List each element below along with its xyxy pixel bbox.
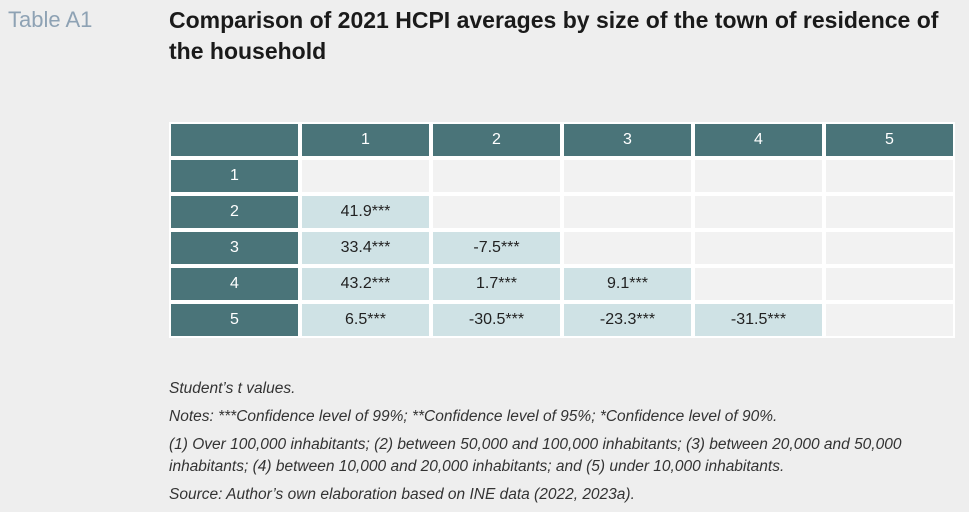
- row-header: 3: [169, 230, 300, 266]
- comparison-table: 1 2 3 4 5 1 2 41.9*** 3 33.4*** -7.5*** …: [169, 122, 955, 338]
- table-cell: [431, 194, 562, 230]
- table-cell: [693, 194, 824, 230]
- table-label: Table A1: [8, 7, 93, 32]
- table-cell: -7.5***: [431, 230, 562, 266]
- table-cell: [693, 158, 824, 194]
- table-cell: [824, 230, 955, 266]
- corner-cell: [169, 122, 300, 158]
- table-cell: 1.7***: [431, 266, 562, 302]
- table-cell: -23.3***: [562, 302, 693, 338]
- confidence-note: Notes: ***Confidence level of 99%; **Con…: [169, 408, 778, 425]
- table-cell: 6.5***: [300, 302, 431, 338]
- col-header: 3: [562, 122, 693, 158]
- size-definitions-note: (1) Over 100,000 inhabitants; (2) betwee…: [169, 436, 902, 475]
- row-header: 1: [169, 158, 300, 194]
- table-cell: [824, 266, 955, 302]
- t-values-note: Student’s t values.: [169, 380, 296, 397]
- table-cell: -31.5***: [693, 302, 824, 338]
- table-title: Comparison of 2021 HCPI averages by size…: [169, 7, 939, 64]
- table-cell: [562, 158, 693, 194]
- table-cell: [824, 158, 955, 194]
- source-note: Source: Author’s own elaboration based o…: [169, 486, 635, 503]
- table-cell: [824, 194, 955, 230]
- row-header: 4: [169, 266, 300, 302]
- col-header: 2: [431, 122, 562, 158]
- table-cell: -30.5***: [431, 302, 562, 338]
- table-cell: 33.4***: [300, 230, 431, 266]
- row-header: 2: [169, 194, 300, 230]
- col-header: 1: [300, 122, 431, 158]
- table-cell: 41.9***: [300, 194, 431, 230]
- table-cell: 9.1***: [562, 266, 693, 302]
- table-cell: [431, 158, 562, 194]
- row-header: 5: [169, 302, 300, 338]
- table-cell: 43.2***: [300, 266, 431, 302]
- table-cell: [562, 230, 693, 266]
- table-cell: [824, 302, 955, 338]
- table-cell: [300, 158, 431, 194]
- table-cell: [562, 194, 693, 230]
- table-notes: Student’s t values. Notes: ***Confidence…: [169, 378, 964, 512]
- table-cell: [693, 230, 824, 266]
- col-header: 4: [693, 122, 824, 158]
- table-cell: [693, 266, 824, 302]
- col-header: 5: [824, 122, 955, 158]
